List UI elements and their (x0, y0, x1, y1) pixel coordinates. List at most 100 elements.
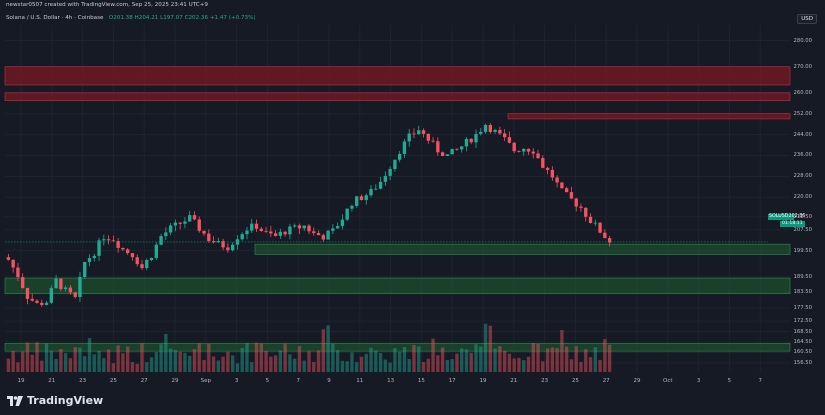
time-tick-label: 19 (479, 378, 487, 384)
candle (335, 226, 340, 229)
candle (188, 215, 192, 222)
volume-bar (102, 358, 106, 372)
volume-bar (555, 348, 559, 372)
time-tick-label: 11 (356, 378, 364, 384)
candle (393, 159, 397, 169)
time-tick-label: 13 (387, 378, 395, 384)
volume-bar (302, 360, 306, 372)
volume-bar (383, 359, 388, 372)
volume-bar (536, 343, 540, 372)
candle (273, 233, 278, 236)
candle (207, 233, 211, 242)
volume-bar (388, 362, 392, 372)
candle (502, 133, 507, 138)
candle (464, 138, 469, 147)
candle (164, 232, 168, 237)
volume-bar (550, 347, 555, 372)
time-tick-label: 3 (696, 378, 701, 384)
volume-bar (183, 352, 187, 372)
candle (111, 240, 116, 242)
volume-bar (145, 362, 149, 372)
volume-bar (355, 362, 359, 372)
volume-bar (240, 347, 244, 372)
volume-bar (188, 355, 192, 372)
volume-bar (207, 344, 211, 372)
candle (102, 239, 106, 241)
candle (407, 133, 411, 142)
symbol-title[interactable]: Solana / U.S. Dollar · 4h · Coinbase (6, 15, 104, 21)
volume-bar (140, 343, 144, 372)
candle (440, 152, 445, 157)
candle (512, 142, 516, 152)
volume-bar (498, 346, 502, 372)
volume-bar (340, 360, 345, 372)
volume-bar (369, 347, 373, 372)
volume-bar (431, 338, 435, 372)
volume-bar (541, 361, 545, 372)
candle (211, 241, 216, 243)
currency-selector[interactable]: USD (797, 14, 817, 24)
volume-bar (293, 358, 297, 372)
volume-bar (221, 356, 225, 372)
candle (397, 153, 402, 160)
bar-countdown: 01:18:11 (780, 221, 805, 227)
candle (6, 257, 11, 260)
price-tick-label: 160.50 (793, 349, 812, 356)
volume-bar (216, 360, 221, 372)
volume-bar (106, 349, 111, 372)
candle (140, 264, 144, 269)
candle (588, 216, 593, 223)
candle (598, 222, 602, 233)
time-tick-label: 29 (633, 378, 641, 384)
price-tick-label: 183.50 (793, 289, 812, 296)
resistance-zone (507, 113, 791, 120)
candle (49, 288, 54, 303)
time-tick-label: 25 (571, 378, 579, 384)
price-tick-label: 164.50 (793, 338, 812, 345)
time-tick-label: 15 (417, 378, 425, 384)
candle (321, 235, 325, 240)
candle (469, 138, 473, 143)
support-zone (4, 277, 791, 295)
tradingview-logo[interactable]: TradingView (7, 394, 103, 407)
candle (488, 125, 492, 132)
candle (545, 167, 550, 170)
last-price-symbol: SOLUSD (769, 214, 789, 219)
volume-bar (345, 361, 349, 372)
volume-bar (364, 353, 368, 372)
candle (383, 175, 388, 182)
candle (254, 223, 259, 229)
volume-bar (584, 349, 588, 372)
price-tick-label: 280.00 (793, 37, 812, 44)
volume-bar (326, 325, 330, 372)
price-tick-label: 252.00 (793, 110, 812, 117)
time-tick-label: 3 (234, 378, 239, 384)
volume-bar (250, 362, 254, 372)
symbol-legend[interactable]: Solana / U.S. Dollar · 4h · Coinbase O20… (6, 15, 256, 21)
time-tick-label: 27 (140, 378, 148, 384)
volume-bar (83, 356, 87, 372)
volume-bar (44, 343, 49, 372)
candle (426, 133, 430, 141)
price-tick-label: 168.50 (793, 328, 812, 335)
resistance-zone (4, 66, 791, 86)
volume-bar (159, 344, 163, 372)
volume-bar (6, 358, 11, 372)
volume-bar (560, 329, 564, 372)
volume-bar (135, 363, 139, 372)
volume-bar (569, 359, 574, 372)
candle (78, 277, 82, 298)
volume-bar (460, 348, 464, 372)
candle (30, 298, 34, 301)
volume-bar (202, 359, 206, 372)
candle (297, 225, 302, 229)
candle (168, 225, 173, 233)
price-tick-label: 260.00 (793, 89, 812, 96)
candle (388, 168, 392, 176)
candle (326, 230, 330, 240)
time-tick-label: Sep (200, 378, 211, 384)
volume-bar (417, 346, 421, 372)
volume-bar (230, 355, 235, 372)
